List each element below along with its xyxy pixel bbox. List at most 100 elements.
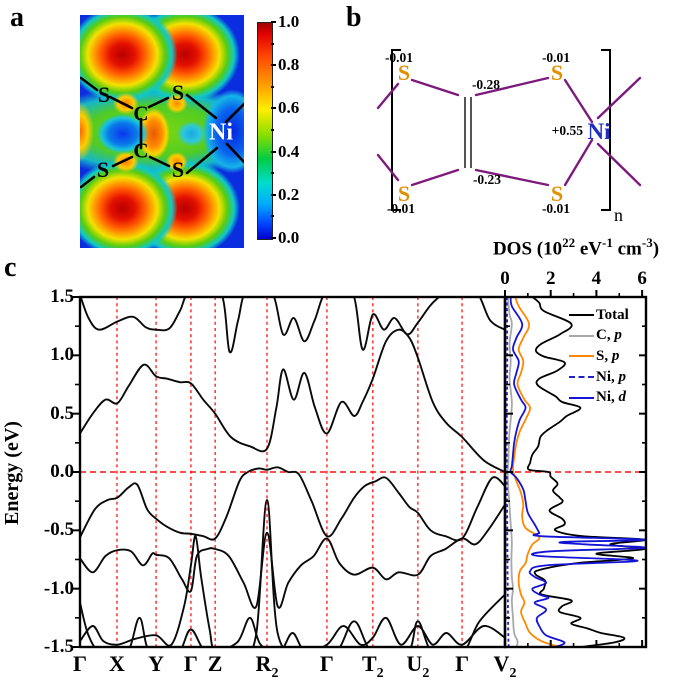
- band-curves: [80, 297, 505, 647]
- colorbar: [257, 22, 273, 240]
- colorbar-minor-tick: [271, 85, 274, 88]
- k-label-U2: U2: [396, 651, 440, 682]
- k-label-subscript: 2: [509, 666, 517, 681]
- charge-label: +0.55: [552, 123, 584, 138]
- colorbar-major-tick: [271, 237, 276, 239]
- atom-label-s: S: [171, 157, 185, 182]
- dos-axis-title: DOS (1022 eV-1 cm-3): [460, 235, 692, 260]
- legend-item-total: Total: [569, 305, 629, 326]
- k-label-Z: Z: [193, 651, 237, 677]
- k-label-text: Γ: [319, 651, 334, 676]
- charge-label: -0.01: [387, 201, 415, 216]
- colorbar-tick-label: 0.6: [278, 98, 300, 118]
- dos-curve-nid: [509, 297, 646, 647]
- energy-tick-label: 1.5: [50, 286, 74, 307]
- k-label-text: Γ: [183, 651, 198, 676]
- charge-density-map: S S C C S S Ni: [80, 15, 244, 248]
- colorbar-minor-tick: [271, 129, 274, 131]
- dos-curve-total: [526, 297, 646, 647]
- dos-tick-label: 0: [500, 268, 510, 289]
- atom-label-s: S: [398, 60, 410, 85]
- k-label-Y: Y: [134, 651, 178, 677]
- band-curve: [80, 297, 505, 354]
- energy-tick-label: 1.0: [50, 344, 74, 366]
- dos-title-sup: 22: [562, 235, 576, 250]
- band-curve: [80, 466, 505, 542]
- colorbar-major-tick: [271, 21, 276, 23]
- atom-label-s: S: [96, 157, 110, 182]
- band-curve: [80, 535, 505, 647]
- dos-title-text: eV: [575, 238, 603, 260]
- energy-tick-label: 0.5: [50, 402, 74, 424]
- band-curve: [80, 499, 505, 647]
- legend-line-sample: [569, 314, 594, 317]
- k-label-Γ: Γ: [440, 651, 484, 677]
- charge-label: -0.01: [385, 50, 413, 65]
- colorbar-tick-label: 1.0: [278, 12, 300, 31]
- panel-c-label: c: [4, 252, 17, 283]
- k-label-V2: V2: [483, 651, 527, 682]
- energy-tick-label: 0.0: [50, 461, 74, 482]
- dos-curve-sp: [512, 297, 561, 647]
- legend-line-sample: [569, 396, 594, 399]
- colorbar-minor-tick: [271, 172, 274, 175]
- dos-curves: [505, 297, 646, 647]
- colorbar-tick-label: 0.0: [278, 228, 300, 247]
- legend-item-sp: S, p: [569, 346, 629, 367]
- k-label-subscript: 2: [376, 666, 384, 681]
- dos-legend: Total C, p S, p Ni, p Ni, d: [569, 305, 629, 408]
- colorbar-minor-tick: [271, 215, 274, 218]
- dos-plot: [503, 290, 648, 649]
- chemical-structure: S S S S Ni -0.01 -0.28 -0.01 +0.55 -0.23…: [368, 42, 668, 239]
- dos-title-sup: -3: [641, 235, 653, 250]
- k-label-Γ: Γ: [58, 651, 102, 677]
- colorbar-major-tick: [271, 107, 276, 110]
- k-label-text: T: [361, 651, 377, 676]
- band-structure-plot: [72, 295, 507, 649]
- k-label-text: Γ: [455, 651, 470, 676]
- k-label-text: R: [255, 651, 272, 676]
- atom-label-s: S: [551, 181, 563, 206]
- legend-line-sample: [569, 355, 594, 358]
- k-label-subscript: 2: [422, 666, 430, 681]
- atom-label-s: S: [398, 181, 410, 206]
- legend-item-nid: Ni, d: [569, 387, 629, 408]
- dos-title-text: DOS (10: [492, 238, 563, 260]
- k-label-T2: T2: [351, 651, 395, 682]
- band-curve: [80, 504, 505, 609]
- legend-item-nip: Ni, p: [569, 367, 629, 388]
- energy-tick-label: -0.5: [43, 519, 74, 541]
- atom-label-ni: Ni: [209, 119, 233, 146]
- atom-label-c: C: [133, 138, 149, 163]
- atom-label-s: S: [551, 60, 563, 85]
- dos-tick-label: 2: [545, 268, 556, 289]
- colorbar-major-tick: [271, 193, 276, 196]
- y-axis-title: Energy (eV): [1, 421, 23, 525]
- k-label-text: Z: [207, 651, 223, 676]
- repeat-brackets: [391, 49, 611, 211]
- bond-lines: [376, 76, 642, 187]
- legend-line-sample: [569, 376, 594, 379]
- charge-label: -0.01: [542, 50, 570, 65]
- charge-label: -0.28: [472, 77, 500, 92]
- dos-tick-label: 4: [591, 268, 602, 289]
- colorbar-tick-label: 0.4: [278, 141, 300, 161]
- panel-a-label: a: [10, 2, 24, 33]
- dos-title-text: ): [652, 238, 660, 260]
- colorbar-major-tick: [271, 64, 276, 67]
- legend-label: Total: [596, 306, 629, 323]
- atom-label-s: S: [97, 82, 111, 107]
- k-label-R2: R2: [245, 651, 289, 682]
- bond-lines: [80, 76, 244, 189]
- k-label-text: U: [406, 651, 423, 676]
- repeat-subscript-n: n: [614, 205, 623, 225]
- colorbar-major-tick: [271, 150, 276, 153]
- atom-label-s: S: [171, 80, 185, 105]
- dos-frame: [503, 295, 648, 649]
- charge-label: -0.01: [542, 201, 570, 216]
- atom-label-ni: Ni: [588, 119, 612, 144]
- k-label-Γ: Γ: [305, 651, 349, 677]
- charge-label: -0.23: [473, 172, 501, 187]
- k-label-Γ: Γ: [169, 651, 213, 677]
